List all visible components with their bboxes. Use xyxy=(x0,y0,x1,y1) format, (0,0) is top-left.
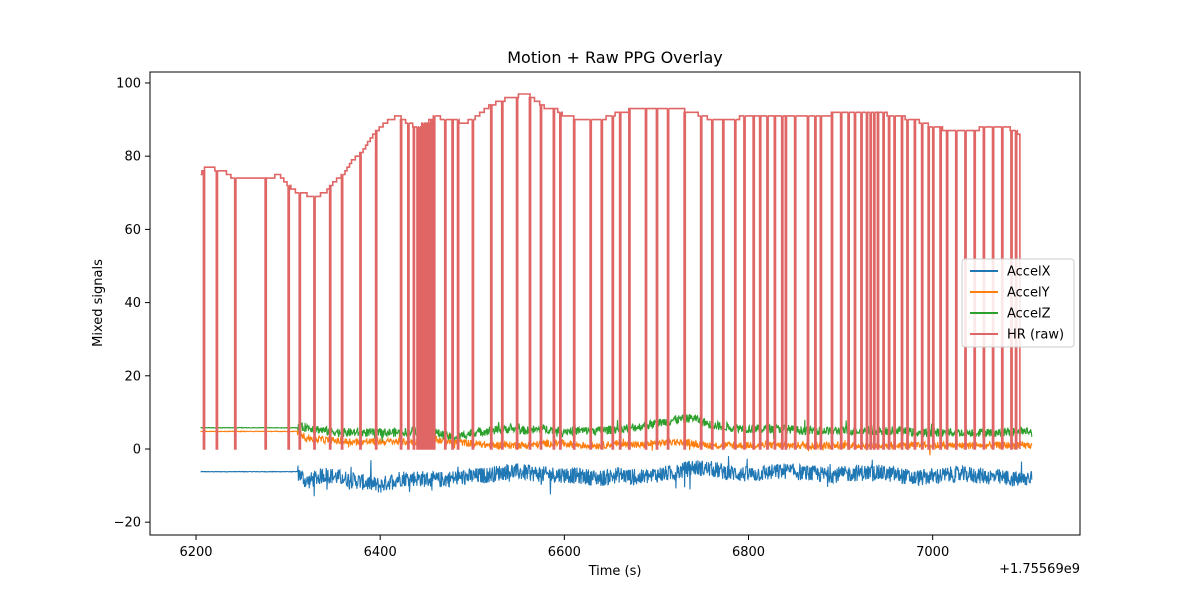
y-axis-label: Mixed signals xyxy=(91,259,106,347)
series-line-hr-raw xyxy=(200,93,1021,450)
legend-label: AccelX xyxy=(1007,265,1051,280)
x-tick-label: 7000 xyxy=(916,545,949,560)
x-tick-label: 6600 xyxy=(548,545,581,560)
x-tick-label: 6200 xyxy=(179,545,212,560)
legend-label: AccelZ xyxy=(1007,307,1051,322)
y-tick-label: 0 xyxy=(133,442,141,457)
x-axis-label: Time (s) xyxy=(588,564,642,579)
series-group xyxy=(200,93,1033,497)
legend-label: HR (raw) xyxy=(1007,328,1064,343)
y-tick-label: 80 xyxy=(124,150,141,165)
x-tick-label: 6800 xyxy=(732,545,765,560)
x-axis-offset-label: +1.75569e9 xyxy=(999,562,1080,577)
axes-frame xyxy=(149,71,1081,536)
series-line-accelx xyxy=(200,455,1033,497)
y-tick-label: −20 xyxy=(114,516,141,531)
y-tick-label: 100 xyxy=(116,76,141,91)
x-axis: 6200 6400 6600 6800 7000 xyxy=(179,535,949,560)
legend: AccelX AccelY AccelZ HR (raw) xyxy=(961,258,1075,348)
y-axis: −20 0 20 40 60 80 100 xyxy=(114,76,150,531)
legend-box xyxy=(961,258,1075,348)
legend-label: AccelY xyxy=(1007,286,1050,301)
y-tick-label: 40 xyxy=(124,296,141,311)
y-tick-label: 20 xyxy=(124,369,141,384)
chart-title: Motion + Raw PPG Overlay xyxy=(507,48,723,67)
x-tick-label: 6400 xyxy=(364,545,397,560)
y-tick-label: 60 xyxy=(124,223,141,238)
